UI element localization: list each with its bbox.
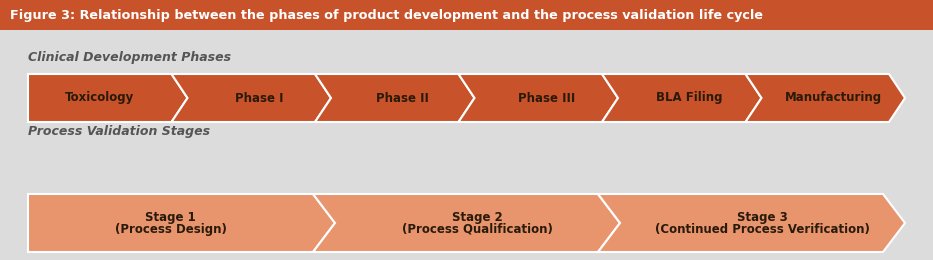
Text: Stage 1: Stage 1	[146, 211, 196, 224]
Text: (Process Qualification): (Process Qualification)	[402, 223, 553, 236]
Polygon shape	[315, 74, 475, 122]
Text: (Continued Process Verification): (Continued Process Verification)	[655, 223, 870, 236]
Polygon shape	[598, 194, 905, 252]
Polygon shape	[458, 74, 618, 122]
Text: (Process Design): (Process Design)	[115, 223, 227, 236]
Bar	[0, 0, 933, 30]
Text: Stage 2: Stage 2	[453, 211, 503, 224]
Text: Figure 3: Relationship between the phases of product development and the process: Figure 3: Relationship between the phase…	[10, 9, 763, 22]
Text: Clinical Development Phases: Clinical Development Phases	[28, 51, 231, 64]
Polygon shape	[602, 74, 761, 122]
Text: Phase III: Phase III	[518, 92, 575, 105]
Polygon shape	[28, 74, 188, 122]
Text: Stage 3: Stage 3	[737, 211, 787, 224]
Polygon shape	[313, 194, 620, 252]
Text: Phase I: Phase I	[235, 92, 284, 105]
Polygon shape	[172, 74, 331, 122]
Text: Toxicology: Toxicology	[65, 92, 134, 105]
Text: Manufacturing: Manufacturing	[785, 92, 882, 105]
Polygon shape	[745, 74, 905, 122]
Text: Phase II: Phase II	[376, 92, 429, 105]
Polygon shape	[28, 194, 335, 252]
Text: Process Validation Stages: Process Validation Stages	[28, 125, 210, 138]
Text: BLA Filing: BLA Filing	[657, 92, 723, 105]
